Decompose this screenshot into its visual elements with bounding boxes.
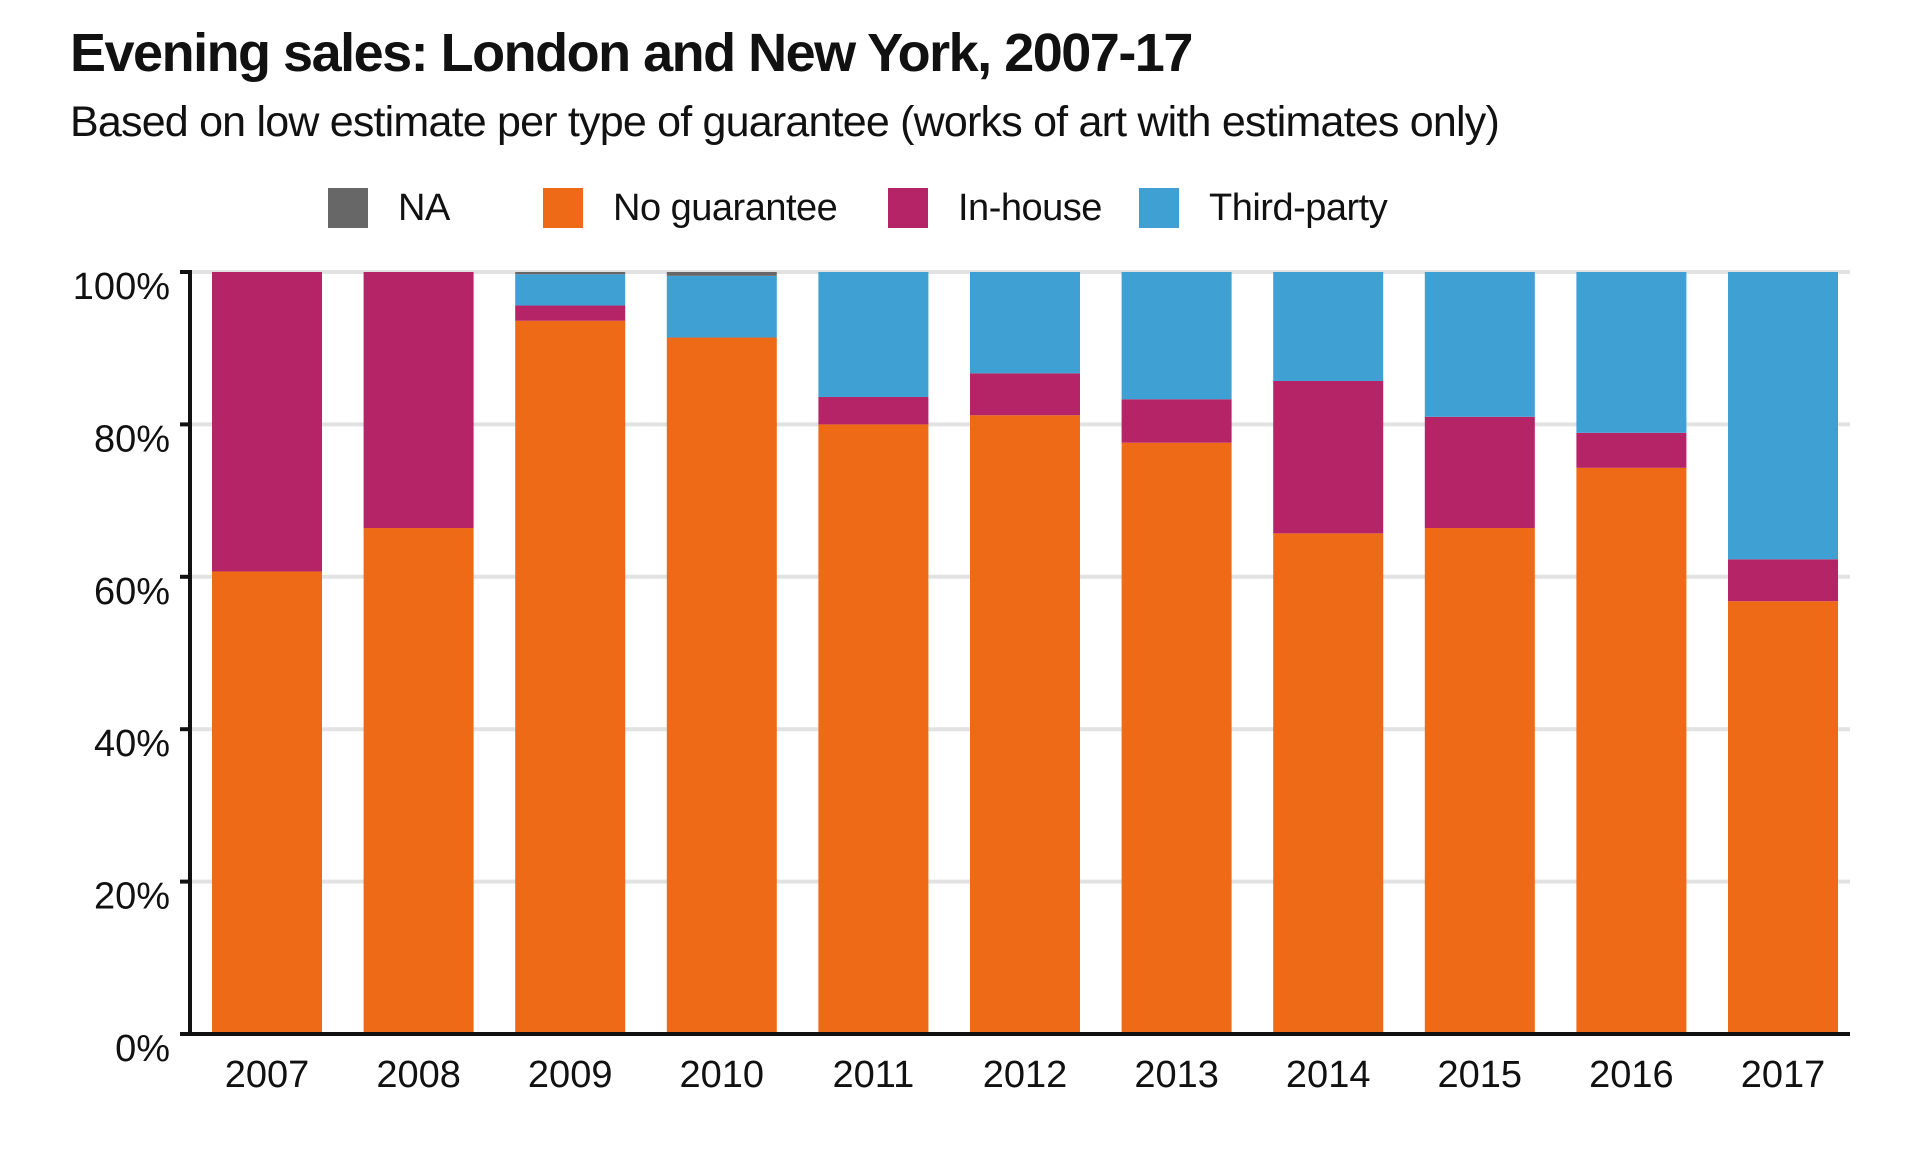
bar-no-guarantee-2014 <box>1273 533 1384 1034</box>
x-tick-label: 2010 <box>680 1054 765 1096</box>
bar-no-guarantee-2010 <box>666 337 777 1035</box>
legend-item-na: NA <box>328 186 450 230</box>
bar-third-party-2013 <box>1121 272 1232 400</box>
bar-no-guarantee-2015 <box>1424 528 1535 1034</box>
bar-in-house-2011 <box>818 396 929 425</box>
bar-no-guarantee-2017 <box>1728 601 1838 1034</box>
y-tick-label: 0% <box>115 1028 170 1070</box>
y-tick-label: 40% <box>94 723 170 765</box>
legend-swatch-third-party <box>1139 188 1179 228</box>
x-tick-label: 2011 <box>833 1054 915 1096</box>
bar-no-guarantee-2011 <box>818 424 929 1034</box>
x-tick-label: 2008 <box>376 1054 461 1096</box>
legend-swatch-in-house <box>888 188 928 228</box>
x-tick-label: 2012 <box>983 1054 1068 1096</box>
bar-third-party-2011 <box>818 272 929 397</box>
bar-no-guarantee-2009 <box>515 320 626 1034</box>
bar-third-party-2010 <box>666 275 777 338</box>
bar-in-house-2015 <box>1424 416 1535 529</box>
legend-swatch-na <box>328 188 368 228</box>
bar-in-house-2007 <box>212 272 322 572</box>
chart-title: Evening sales: London and New York, 2007… <box>70 23 1193 83</box>
bar-no-guarantee-2016 <box>1576 467 1687 1035</box>
bar-in-house-2013 <box>1121 399 1232 443</box>
x-tick-label: 2009 <box>528 1054 613 1096</box>
bar-third-party-2016 <box>1576 272 1687 433</box>
bar-no-guarantee-2007 <box>212 571 322 1034</box>
bar-in-house-2008 <box>363 272 474 529</box>
bar-no-guarantee-2013 <box>1121 442 1232 1034</box>
legend-item-in-house: In-house <box>888 186 1102 230</box>
x-tick-label: 2016 <box>1589 1054 1674 1096</box>
y-tick-label: 80% <box>94 418 170 460</box>
x-tick-label: 2015 <box>1438 1054 1523 1096</box>
x-tick-label: 2013 <box>1134 1054 1219 1096</box>
y-tick-label: 20% <box>94 876 170 918</box>
bar-in-house-2012 <box>970 373 1080 416</box>
chart-subtitle: Based on low estimate per type of guaran… <box>70 98 1500 146</box>
bar-in-house-2014 <box>1273 380 1384 534</box>
x-tick-label: 2014 <box>1286 1054 1371 1096</box>
bar-no-guarantee-2008 <box>363 528 474 1034</box>
y-tick-label: 100% <box>73 266 170 308</box>
x-tick-label: 2007 <box>225 1054 310 1096</box>
bar-third-party-2015 <box>1424 272 1535 417</box>
legend-label-in-house: In-house <box>958 186 1102 229</box>
bar-in-house-2017 <box>1728 559 1838 602</box>
legend-item-third-party: Third-party <box>1139 186 1388 230</box>
bar-in-house-2016 <box>1576 432 1687 468</box>
bar-third-party-2014 <box>1273 272 1384 381</box>
x-tick-label: 2017 <box>1741 1054 1826 1096</box>
bar-third-party-2012 <box>970 272 1080 374</box>
bar-na-2009 <box>515 272 626 275</box>
legend-label-na: NA <box>398 186 450 229</box>
legend-item-no-guarantee: No guarantee <box>543 186 838 230</box>
bar-in-house-2009 <box>515 305 626 321</box>
legend-label-no-guarantee: No guarantee <box>613 186 838 229</box>
bar-no-guarantee-2012 <box>970 415 1080 1035</box>
y-tick-label: 60% <box>94 571 170 613</box>
bar-na-2010 <box>666 272 777 276</box>
legend-label-third-party: Third-party <box>1209 186 1388 229</box>
bar-third-party-2009 <box>515 274 626 306</box>
legend-swatch-no-guarantee <box>543 188 583 228</box>
bar-third-party-2017 <box>1728 272 1838 560</box>
